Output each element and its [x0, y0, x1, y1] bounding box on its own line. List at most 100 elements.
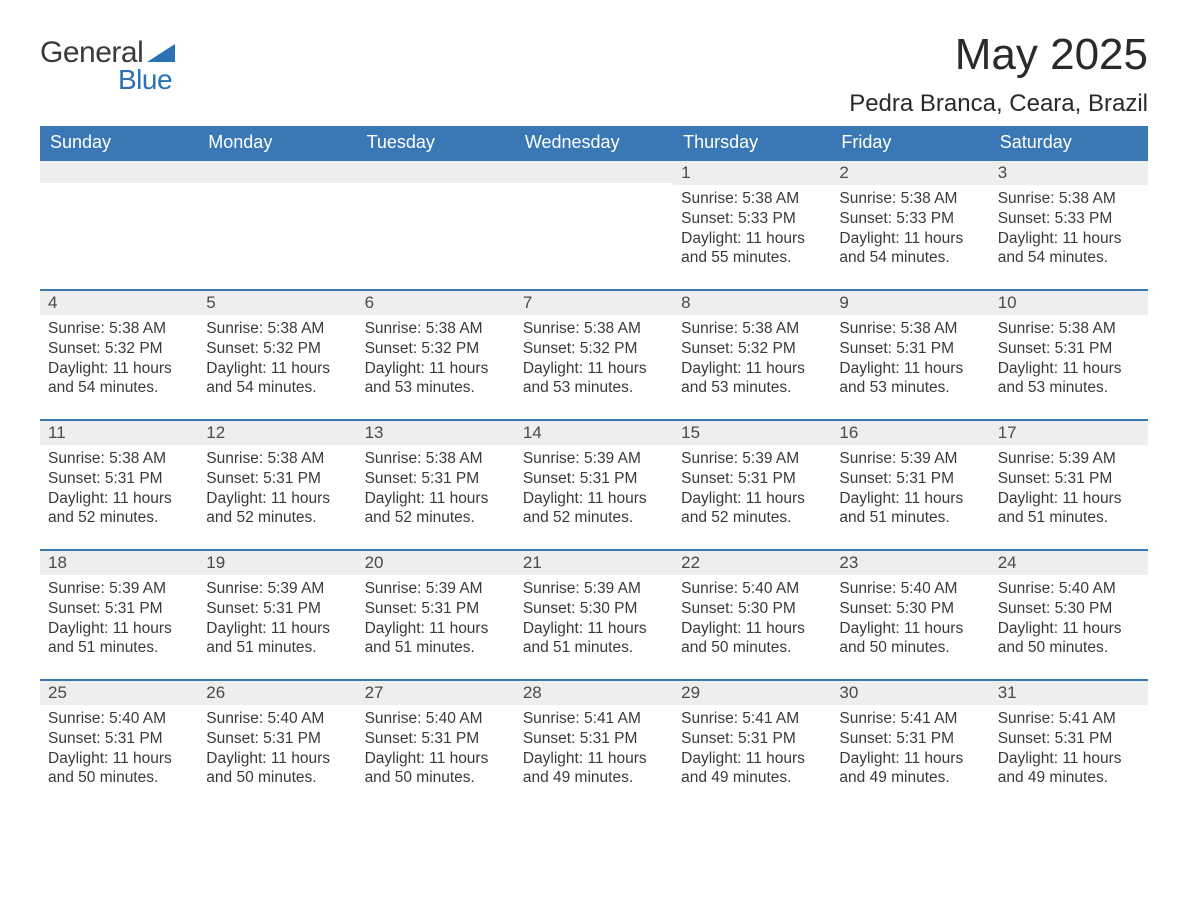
- sunset-line: Sunset: 5:30 PM: [681, 599, 823, 619]
- day-details: Sunrise: 5:41 AMSunset: 5:31 PMDaylight:…: [673, 705, 831, 800]
- day-details: Sunrise: 5:38 AMSunset: 5:31 PMDaylight:…: [198, 445, 356, 540]
- sunset-line: Sunset: 5:31 PM: [839, 339, 981, 359]
- day-details: Sunrise: 5:39 AMSunset: 5:31 PMDaylight:…: [515, 445, 673, 540]
- sunrise-line: Sunrise: 5:39 AM: [998, 449, 1140, 469]
- calendar-day-cell: 13Sunrise: 5:38 AMSunset: 5:31 PMDayligh…: [357, 419, 515, 549]
- day-number: 19: [198, 551, 356, 575]
- day-details: Sunrise: 5:38 AMSunset: 5:31 PMDaylight:…: [40, 445, 198, 540]
- sunrise-line: Sunrise: 5:38 AM: [839, 319, 981, 339]
- day-number-bar-empty: [515, 161, 673, 183]
- day-number: 14: [515, 421, 673, 445]
- day-details: Sunrise: 5:38 AMSunset: 5:31 PMDaylight:…: [990, 315, 1148, 410]
- calendar-day-cell: [198, 159, 356, 289]
- sunrise-line: Sunrise: 5:38 AM: [365, 319, 507, 339]
- daylight-line: Daylight: 11 hours and 50 minutes.: [365, 749, 507, 789]
- day-number-bar-empty: [40, 161, 198, 183]
- sunset-line: Sunset: 5:31 PM: [839, 469, 981, 489]
- sunrise-line: Sunrise: 5:41 AM: [681, 709, 823, 729]
- day-number: 15: [673, 421, 831, 445]
- day-details: Sunrise: 5:38 AMSunset: 5:31 PMDaylight:…: [831, 315, 989, 410]
- sunset-line: Sunset: 5:32 PM: [365, 339, 507, 359]
- calendar-day-cell: 20Sunrise: 5:39 AMSunset: 5:31 PMDayligh…: [357, 549, 515, 679]
- calendar-day-cell: 8Sunrise: 5:38 AMSunset: 5:32 PMDaylight…: [673, 289, 831, 419]
- sunset-line: Sunset: 5:30 PM: [998, 599, 1140, 619]
- calendar-day-cell: 9Sunrise: 5:38 AMSunset: 5:31 PMDaylight…: [831, 289, 989, 419]
- calendar-day-cell: 2Sunrise: 5:38 AMSunset: 5:33 PMDaylight…: [831, 159, 989, 289]
- sunset-line: Sunset: 5:31 PM: [206, 469, 348, 489]
- calendar-day-cell: 25Sunrise: 5:40 AMSunset: 5:31 PMDayligh…: [40, 679, 198, 809]
- daylight-line: Daylight: 11 hours and 49 minutes.: [839, 749, 981, 789]
- day-number: 2: [831, 161, 989, 185]
- day-details: Sunrise: 5:39 AMSunset: 5:31 PMDaylight:…: [357, 575, 515, 670]
- day-details: Sunrise: 5:39 AMSunset: 5:31 PMDaylight:…: [198, 575, 356, 670]
- weekday-header: Sunday: [40, 126, 198, 159]
- daylight-line: Daylight: 11 hours and 53 minutes.: [839, 359, 981, 399]
- sunset-line: Sunset: 5:31 PM: [365, 469, 507, 489]
- calendar-day-cell: 16Sunrise: 5:39 AMSunset: 5:31 PMDayligh…: [831, 419, 989, 549]
- daylight-line: Daylight: 11 hours and 54 minutes.: [206, 359, 348, 399]
- weekday-header: Monday: [198, 126, 356, 159]
- day-details: Sunrise: 5:38 AMSunset: 5:33 PMDaylight:…: [990, 185, 1148, 280]
- day-number-bar-empty: [198, 161, 356, 183]
- sunset-line: Sunset: 5:31 PM: [523, 729, 665, 749]
- calendar-day-cell: 27Sunrise: 5:40 AMSunset: 5:31 PMDayligh…: [357, 679, 515, 809]
- daylight-line: Daylight: 11 hours and 54 minutes.: [839, 229, 981, 269]
- day-details: Sunrise: 5:41 AMSunset: 5:31 PMDaylight:…: [831, 705, 989, 800]
- day-number: 31: [990, 681, 1148, 705]
- calendar-day-cell: 17Sunrise: 5:39 AMSunset: 5:31 PMDayligh…: [990, 419, 1148, 549]
- daylight-line: Daylight: 11 hours and 51 minutes.: [523, 619, 665, 659]
- daylight-line: Daylight: 11 hours and 55 minutes.: [681, 229, 823, 269]
- day-number: 11: [40, 421, 198, 445]
- sunset-line: Sunset: 5:33 PM: [839, 209, 981, 229]
- day-details: Sunrise: 5:40 AMSunset: 5:31 PMDaylight:…: [198, 705, 356, 800]
- daylight-line: Daylight: 11 hours and 51 minutes.: [206, 619, 348, 659]
- daylight-line: Daylight: 11 hours and 54 minutes.: [998, 229, 1140, 269]
- day-details: Sunrise: 5:38 AMSunset: 5:32 PMDaylight:…: [357, 315, 515, 410]
- day-details: Sunrise: 5:38 AMSunset: 5:33 PMDaylight:…: [673, 185, 831, 280]
- sunset-line: Sunset: 5:31 PM: [681, 729, 823, 749]
- sunset-line: Sunset: 5:33 PM: [681, 209, 823, 229]
- day-number: 1: [673, 161, 831, 185]
- sunset-line: Sunset: 5:31 PM: [365, 599, 507, 619]
- sunrise-line: Sunrise: 5:40 AM: [206, 709, 348, 729]
- day-number: 20: [357, 551, 515, 575]
- day-number-bar-empty: [357, 161, 515, 183]
- day-number: 10: [990, 291, 1148, 315]
- sunrise-line: Sunrise: 5:38 AM: [998, 319, 1140, 339]
- calendar-day-cell: 10Sunrise: 5:38 AMSunset: 5:31 PMDayligh…: [990, 289, 1148, 419]
- sunset-line: Sunset: 5:31 PM: [48, 729, 190, 749]
- weekday-header: Friday: [831, 126, 989, 159]
- sunset-line: Sunset: 5:32 PM: [206, 339, 348, 359]
- day-number: 28: [515, 681, 673, 705]
- sunset-line: Sunset: 5:31 PM: [998, 339, 1140, 359]
- calendar-day-cell: 18Sunrise: 5:39 AMSunset: 5:31 PMDayligh…: [40, 549, 198, 679]
- sunrise-line: Sunrise: 5:40 AM: [48, 709, 190, 729]
- calendar-day-cell: 5Sunrise: 5:38 AMSunset: 5:32 PMDaylight…: [198, 289, 356, 419]
- month-title: May 2025: [849, 30, 1148, 80]
- day-number: 21: [515, 551, 673, 575]
- sunset-line: Sunset: 5:31 PM: [998, 729, 1140, 749]
- sunrise-line: Sunrise: 5:39 AM: [523, 449, 665, 469]
- day-number: 29: [673, 681, 831, 705]
- day-number: 22: [673, 551, 831, 575]
- day-number: 27: [357, 681, 515, 705]
- sunset-line: Sunset: 5:31 PM: [206, 729, 348, 749]
- sunrise-line: Sunrise: 5:38 AM: [48, 319, 190, 339]
- day-details: Sunrise: 5:38 AMSunset: 5:33 PMDaylight:…: [831, 185, 989, 280]
- daylight-line: Daylight: 11 hours and 53 minutes.: [523, 359, 665, 399]
- calendar-day-cell: 3Sunrise: 5:38 AMSunset: 5:33 PMDaylight…: [990, 159, 1148, 289]
- sunrise-line: Sunrise: 5:41 AM: [839, 709, 981, 729]
- sunrise-line: Sunrise: 5:39 AM: [48, 579, 190, 599]
- sunrise-line: Sunrise: 5:38 AM: [681, 319, 823, 339]
- calendar-day-cell: 1Sunrise: 5:38 AMSunset: 5:33 PMDaylight…: [673, 159, 831, 289]
- day-details: Sunrise: 5:38 AMSunset: 5:32 PMDaylight:…: [673, 315, 831, 410]
- daylight-line: Daylight: 11 hours and 51 minutes.: [365, 619, 507, 659]
- daylight-line: Daylight: 11 hours and 53 minutes.: [998, 359, 1140, 399]
- daylight-line: Daylight: 11 hours and 54 minutes.: [48, 359, 190, 399]
- calendar-day-cell: 26Sunrise: 5:40 AMSunset: 5:31 PMDayligh…: [198, 679, 356, 809]
- sunset-line: Sunset: 5:31 PM: [839, 729, 981, 749]
- sunset-line: Sunset: 5:31 PM: [206, 599, 348, 619]
- sunrise-line: Sunrise: 5:38 AM: [206, 449, 348, 469]
- day-details: Sunrise: 5:38 AMSunset: 5:32 PMDaylight:…: [40, 315, 198, 410]
- day-number: 26: [198, 681, 356, 705]
